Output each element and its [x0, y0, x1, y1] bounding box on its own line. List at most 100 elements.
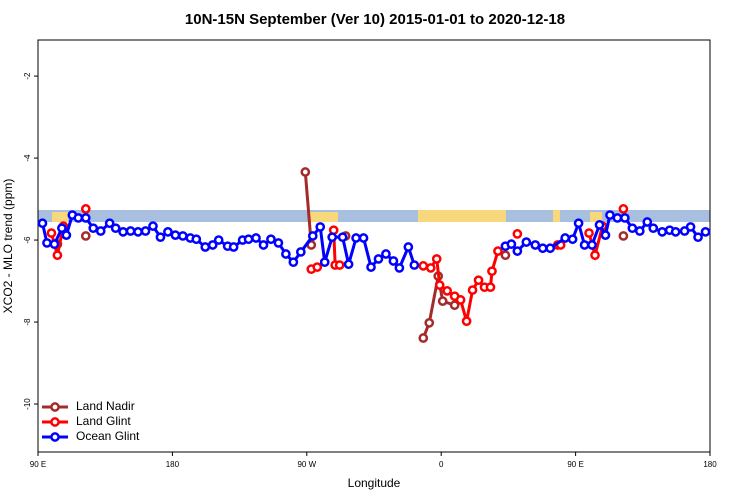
data-point: [394, 263, 405, 273]
data-point: [88, 223, 99, 234]
data-point: [37, 218, 48, 229]
y-tick-label: -6: [23, 236, 32, 244]
x-tick-label: 90 E: [567, 460, 583, 469]
data-point: [612, 213, 623, 223]
data-point: [500, 250, 511, 261]
land-band: [553, 210, 560, 222]
data-point: [73, 213, 84, 223]
land-band: [308, 212, 338, 222]
data-point: [600, 230, 611, 240]
data-point: [493, 246, 503, 256]
x-tick-label: 180: [166, 460, 180, 469]
data-point: [140, 226, 151, 236]
data-point: [343, 259, 354, 270]
data-point: [618, 231, 629, 241]
data-point: [388, 256, 399, 266]
legend-marker: [50, 417, 60, 427]
data-point: [506, 239, 517, 250]
background-bands: [38, 210, 710, 222]
data-point: [46, 228, 57, 238]
x-tick-label: 180: [703, 460, 717, 469]
data-point: [334, 260, 345, 270]
data-point: [57, 223, 67, 234]
data-point: [467, 285, 478, 295]
data-point: [437, 296, 448, 306]
land-band: [418, 210, 506, 222]
data-point: [587, 240, 597, 250]
data-point: [155, 232, 166, 243]
data-point: [207, 240, 218, 250]
data-point: [95, 226, 106, 236]
land-band: [590, 212, 602, 222]
data-point: [409, 260, 420, 270]
data-point: [148, 221, 158, 231]
data-point: [327, 232, 338, 243]
data-point: [670, 227, 681, 237]
plot-frame: [37, 39, 711, 453]
data-point: [104, 218, 115, 229]
legend-label: Land Nadir: [76, 399, 135, 413]
data-point: [620, 213, 630, 223]
data-point: [487, 266, 497, 277]
data-point: [579, 240, 590, 250]
data-point: [685, 222, 696, 232]
data-point: [431, 254, 442, 264]
data-point: [521, 237, 532, 247]
data-point: [418, 261, 429, 271]
data-point: [52, 250, 63, 261]
y-tick-label: -2: [23, 72, 32, 80]
data-point: [373, 254, 384, 264]
data-point: [648, 223, 659, 234]
data-point: [300, 167, 311, 177]
data-point: [307, 231, 318, 241]
ocean-band: [38, 210, 710, 222]
data-point: [567, 234, 578, 245]
data-point: [80, 231, 91, 241]
data-point: [358, 233, 369, 243]
x-tick-label: 90 E: [30, 460, 46, 469]
data-point: [200, 242, 211, 252]
data-point: [512, 246, 523, 256]
data-point: [258, 240, 269, 250]
data-point: [133, 227, 143, 237]
data-point: [573, 218, 584, 229]
data-point: [266, 234, 276, 245]
data-point: [118, 227, 128, 237]
data-point: [49, 239, 60, 250]
data-point: [455, 295, 466, 305]
data-point: [80, 204, 91, 214]
legend-label: Ocean Glint: [76, 429, 140, 443]
chart-title: 10N-15N September (Ver 10) 2015-01-01 to…: [185, 11, 565, 28]
data-point: [618, 204, 629, 214]
data-point: [473, 275, 484, 286]
data-point: [213, 235, 224, 245]
data-point: [273, 238, 284, 248]
data-point: [178, 231, 188, 241]
x-axis-label: Longitude: [348, 476, 401, 490]
data-point: [449, 300, 460, 311]
data-point: [537, 243, 548, 254]
data-point: [125, 226, 136, 236]
data-point: [312, 262, 323, 272]
y-axis-label: XCO2 - MLO trend (ppm): [1, 179, 15, 314]
data-point: [594, 220, 605, 230]
data-point: [461, 316, 472, 327]
data-point: [351, 233, 361, 243]
data-point: [434, 280, 445, 291]
data-point: [243, 234, 254, 245]
y-tick-label: -8: [23, 318, 32, 326]
data-point: [418, 333, 429, 343]
data-point: [605, 210, 615, 220]
data-point: [634, 226, 645, 236]
data-point: [425, 263, 436, 273]
y-tick-label: -4: [23, 154, 32, 162]
legend-marker: [50, 402, 60, 412]
data-point: [424, 318, 435, 328]
data-point: [170, 230, 181, 240]
data-point: [295, 247, 306, 257]
y-tick-label: -10: [23, 398, 32, 410]
data-point: [560, 233, 570, 243]
data-point: [485, 282, 496, 293]
data-point: [627, 223, 638, 234]
data-point: [590, 250, 600, 261]
